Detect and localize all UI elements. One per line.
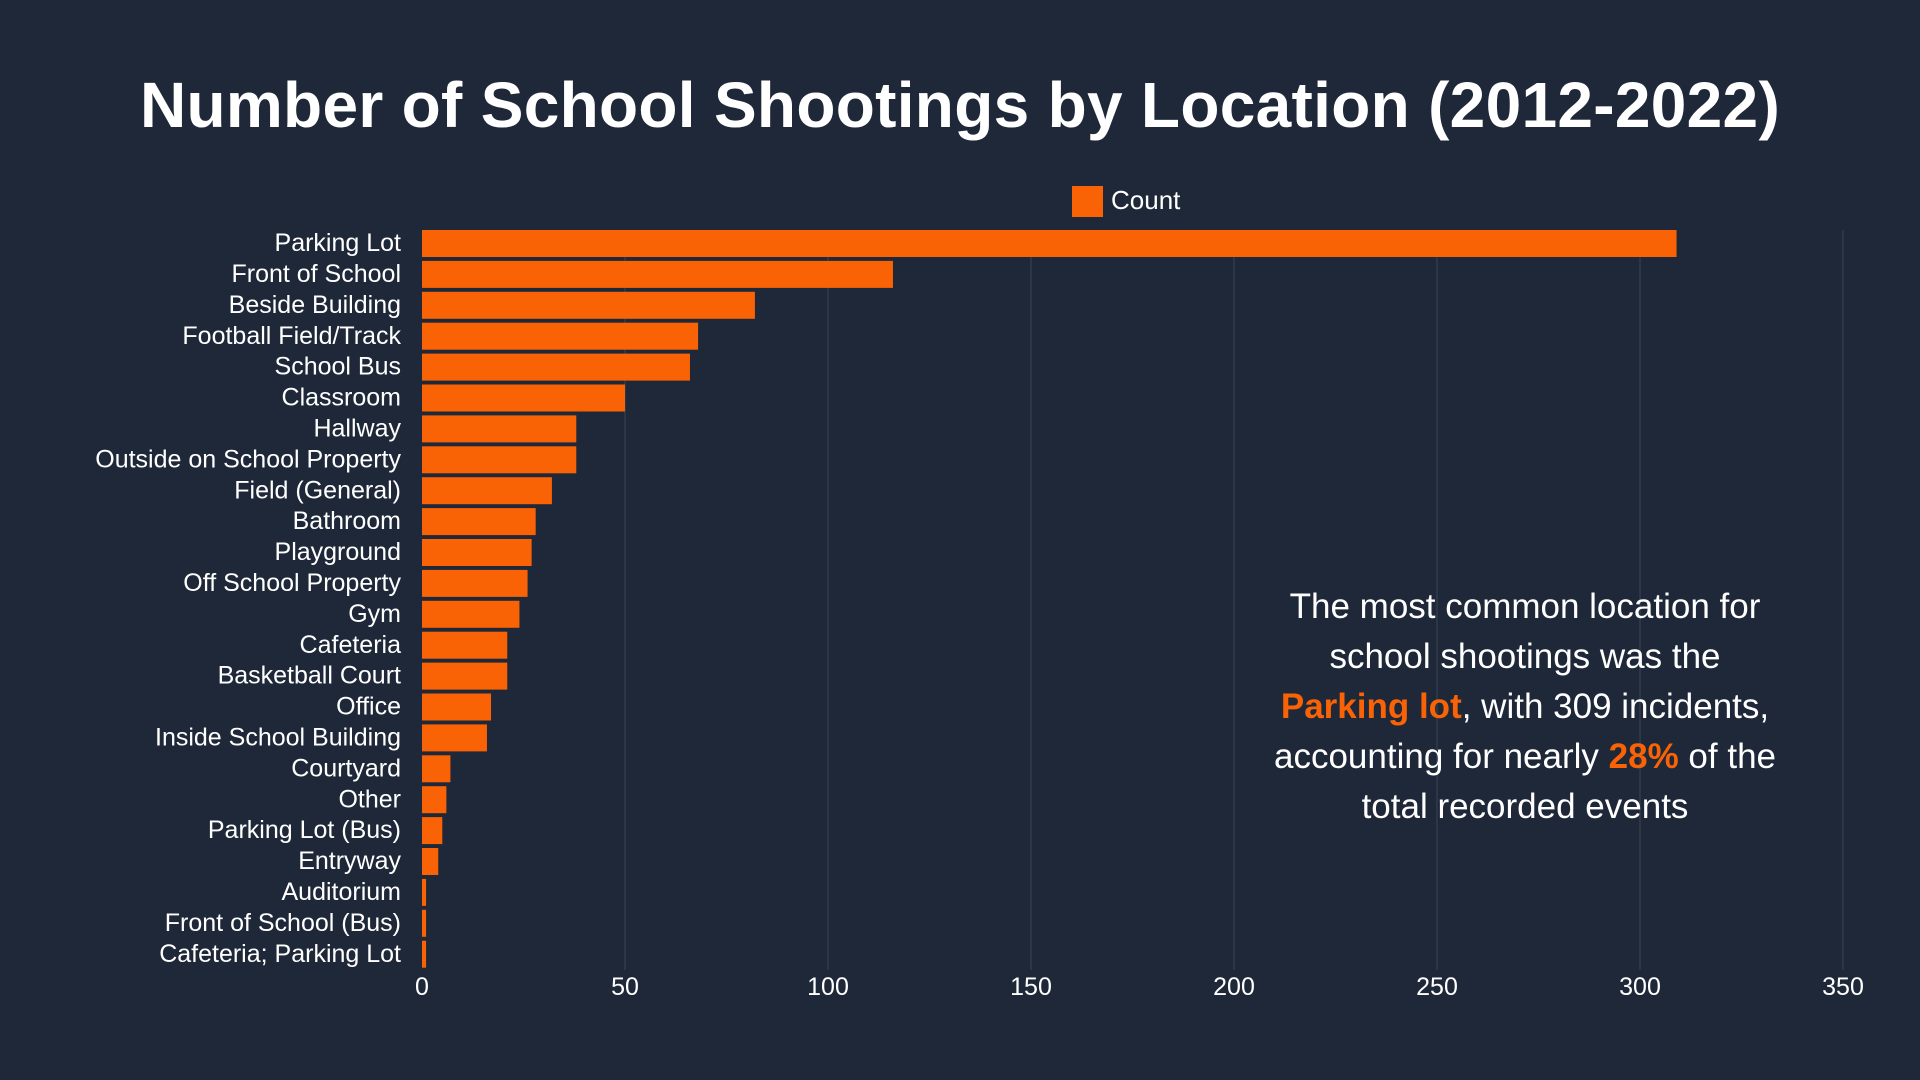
bar[interactable] <box>422 786 447 814</box>
bar[interactable] <box>422 693 492 721</box>
x-tick-label: 300 <box>1619 973 1661 1001</box>
annotation-line-1: The most common location for <box>1289 587 1761 626</box>
annotation-line-5: total recorded events <box>1361 787 1689 826</box>
x-tick-label: 0 <box>415 973 429 1001</box>
category-label: Gym <box>348 600 401 628</box>
category-label: Entryway <box>298 847 401 875</box>
x-tick-label: 100 <box>807 973 849 1001</box>
x-tick-label: 250 <box>1416 973 1458 1001</box>
category-label: Football Field/Track <box>182 322 401 350</box>
category-label: Front of School <box>231 260 401 288</box>
bar[interactable] <box>422 384 625 412</box>
category-label: Off School Property <box>183 569 401 597</box>
bar[interactable] <box>422 446 577 474</box>
bar[interactable] <box>422 909 427 937</box>
category-label: Front of School (Bus) <box>165 909 401 937</box>
category-label: Parking Lot <box>275 229 402 257</box>
bar[interactable] <box>422 662 508 690</box>
category-label: Field (General) <box>234 476 401 504</box>
category-label: Outside on School Property <box>95 445 401 473</box>
annotation-line-4-post: of the <box>1678 737 1776 776</box>
bar[interactable] <box>422 415 577 443</box>
category-label: Office <box>336 693 401 721</box>
annotation-line-4-pre: accounting for nearly <box>1274 737 1609 776</box>
category-label: Inside School Building <box>155 724 401 752</box>
category-labels: Parking Lot Front of School Beside Buildin… <box>95 229 401 968</box>
annotation-line-3: Parking lot, with 309 incidents, <box>1190 682 1860 732</box>
category-label: Bathroom <box>293 507 401 535</box>
category-label: Courtyard <box>291 754 401 782</box>
category-label: Hallway <box>313 415 401 443</box>
category-label: School Bus <box>275 353 401 381</box>
category-label: Parking Lot (Bus) <box>208 816 401 844</box>
bar[interactable] <box>422 724 487 752</box>
bar[interactable] <box>422 817 443 845</box>
category-label: Beside Building <box>229 291 401 319</box>
bars <box>422 230 1677 968</box>
bar[interactable] <box>422 353 690 381</box>
x-tick-label: 200 <box>1213 973 1255 1001</box>
legend[interactable]: Count <box>1072 185 1181 217</box>
x-tick-label: 50 <box>611 973 639 1001</box>
category-label: Basketball Court <box>218 662 401 690</box>
annotation-line-4: accounting for nearly 28% of the <box>1190 732 1860 782</box>
bar[interactable] <box>422 230 1677 257</box>
legend-swatch[interactable] <box>1072 186 1103 217</box>
bar[interactable] <box>422 260 893 288</box>
annotation-line-3-rest: , with 309 incidents, <box>1461 687 1770 726</box>
x-tick-label: 350 <box>1822 973 1864 1001</box>
category-label: Playground <box>275 538 401 566</box>
bar[interactable] <box>422 477 552 505</box>
grid-lines <box>624 230 1844 970</box>
category-label: Cafeteria <box>300 631 402 659</box>
annotation-highlight-percent: 28% <box>1608 737 1679 776</box>
chart-title: Number of School Shootings by Location (… <box>139 69 1781 141</box>
legend-label[interactable]: Count <box>1111 185 1181 215</box>
bar[interactable] <box>422 322 699 350</box>
category-label: Auditorium <box>282 878 402 906</box>
annotation-highlight-location: Parking lot <box>1280 687 1462 726</box>
bar[interactable] <box>422 878 427 906</box>
bar[interactable] <box>422 569 528 597</box>
bar[interactable] <box>422 291 755 319</box>
category-label: Cafeteria; Parking Lot <box>159 940 401 968</box>
bar[interactable] <box>422 631 508 659</box>
category-label: Other <box>338 785 401 813</box>
bar[interactable] <box>422 508 536 536</box>
x-tick-label: 150 <box>1010 973 1052 1001</box>
x-tick-labels: 0 50 100 150 200 250 300 350 <box>415 973 1864 1001</box>
annotation-text: The most common location for school shoo… <box>1190 582 1860 832</box>
bar[interactable] <box>422 940 427 968</box>
annotation-line-2: school shootings was the <box>1329 637 1721 676</box>
bar[interactable] <box>422 848 439 875</box>
bar[interactable] <box>422 539 532 566</box>
bar[interactable] <box>422 600 520 628</box>
bar[interactable] <box>422 755 451 783</box>
category-label: Classroom <box>282 384 401 412</box>
